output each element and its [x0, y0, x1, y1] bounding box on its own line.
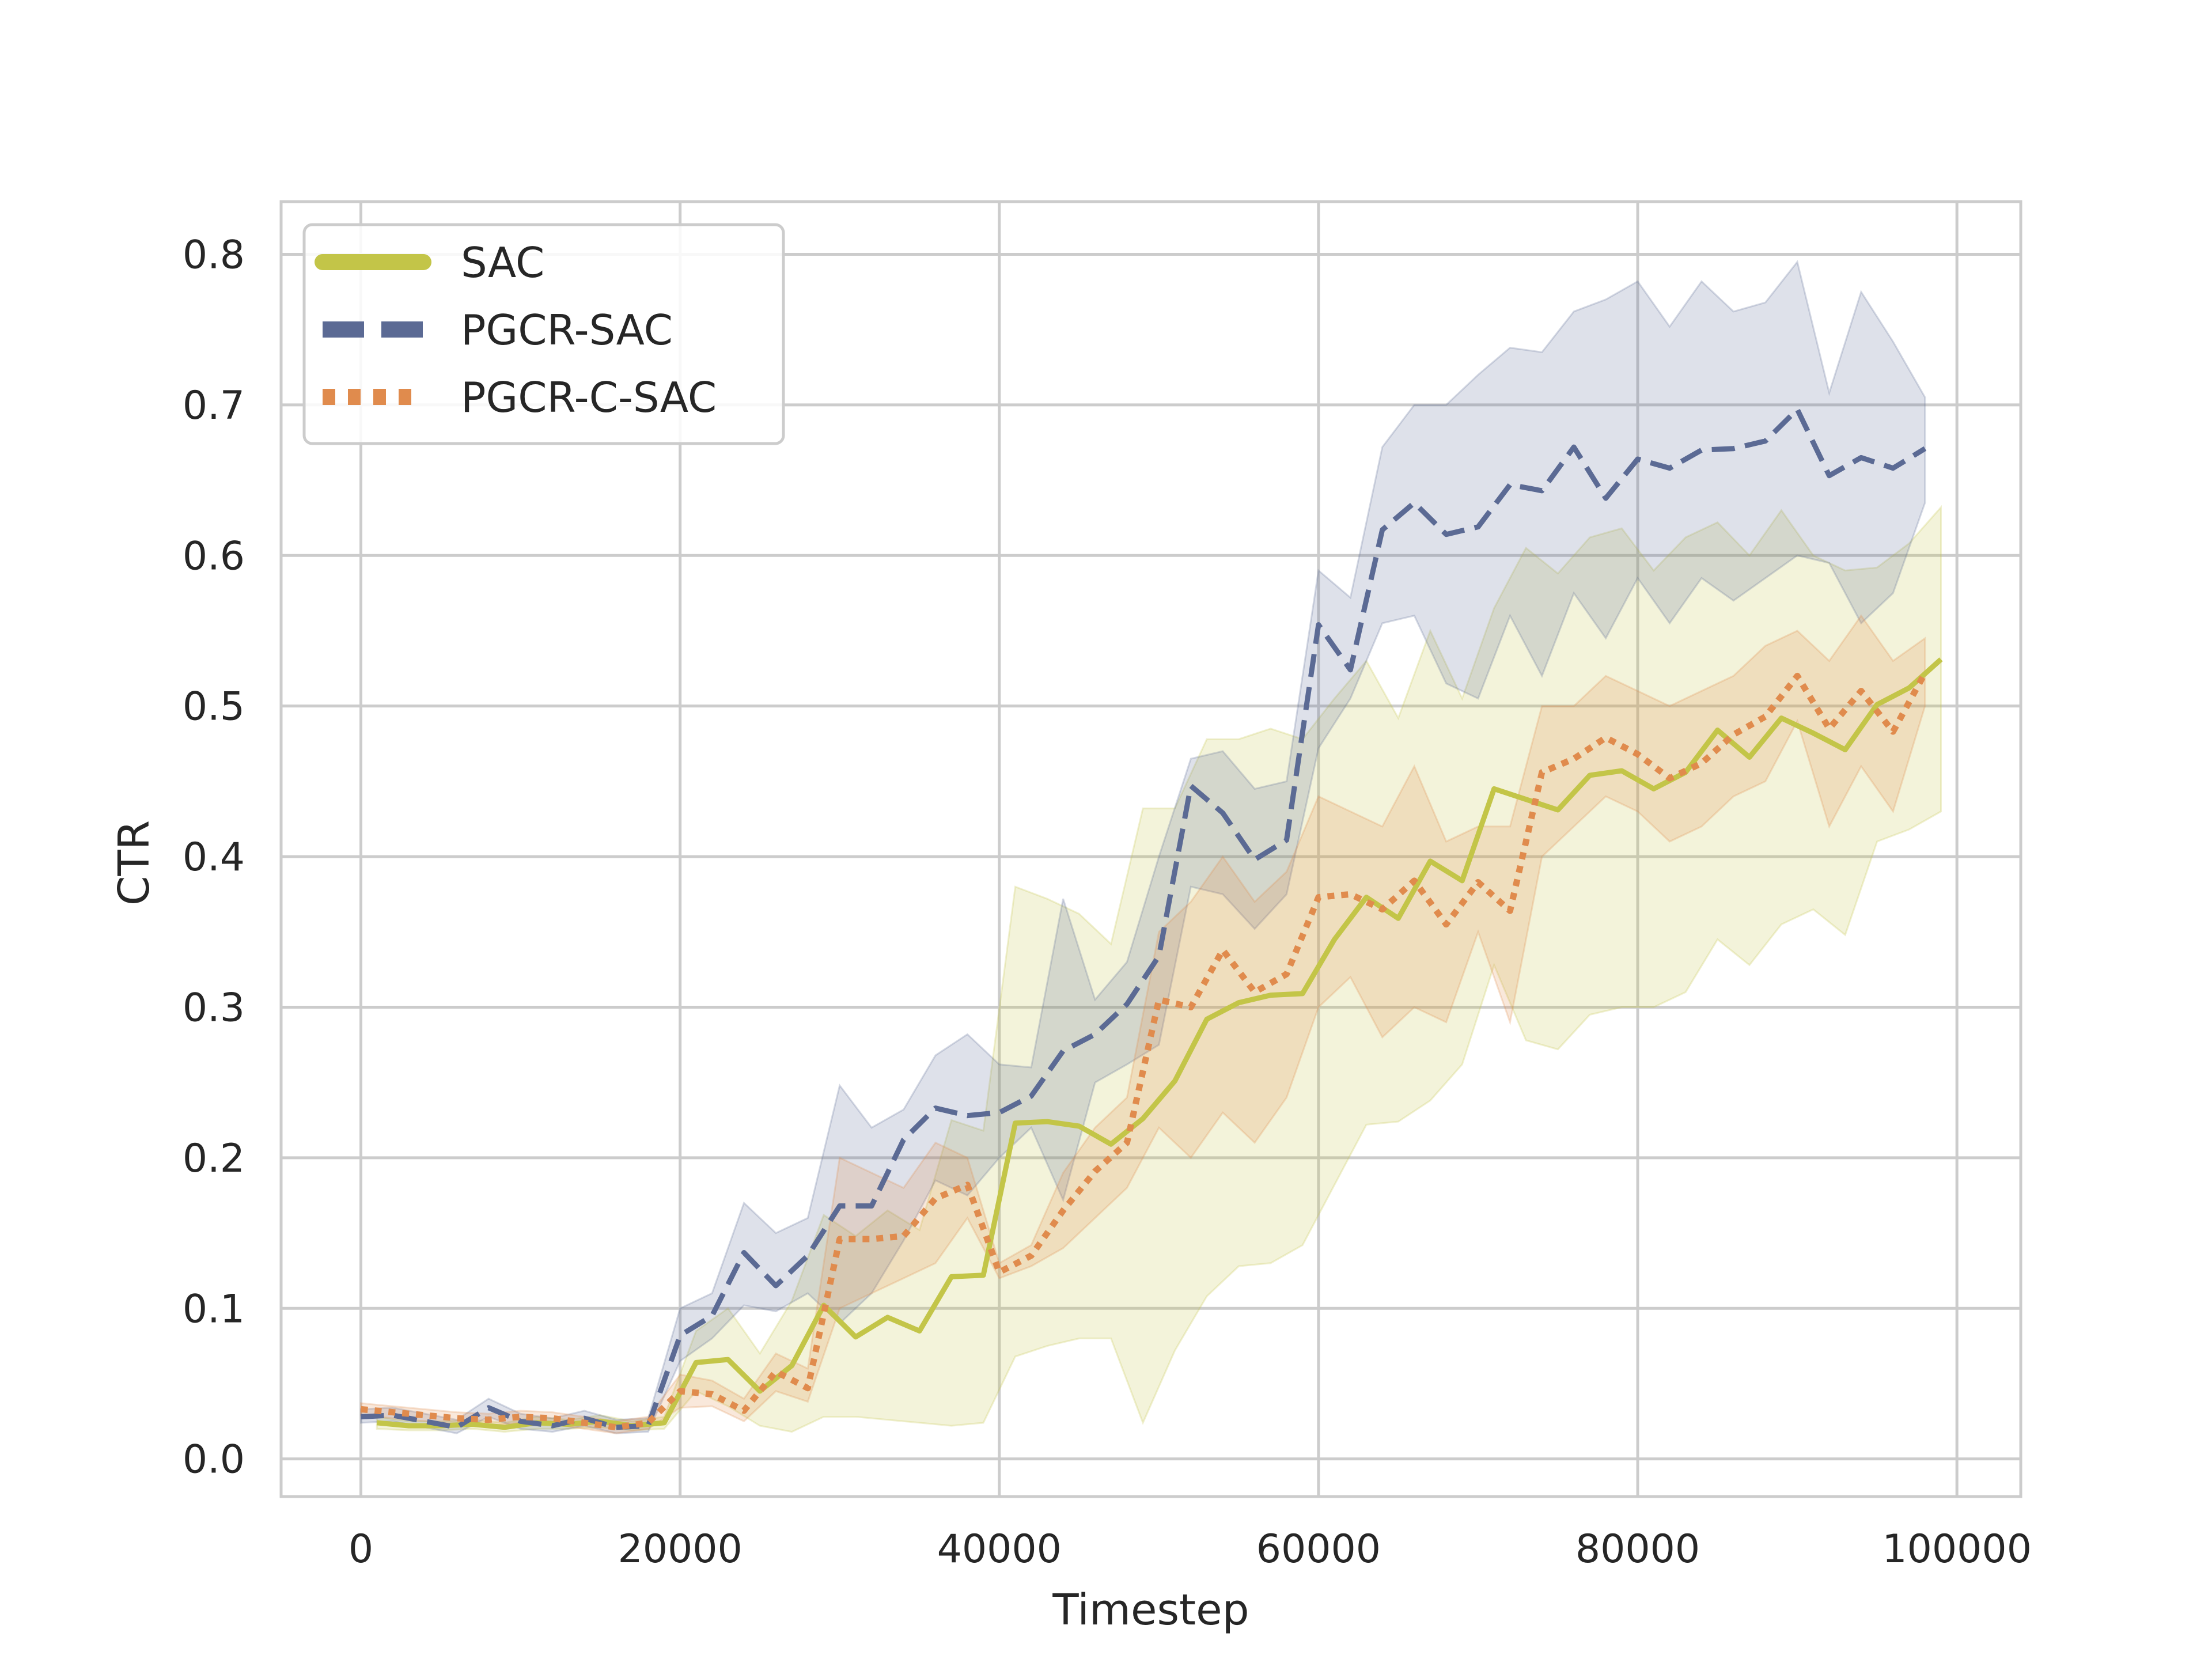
legend-label-sac: SAC	[461, 238, 544, 287]
plot-frame	[279, 200, 2022, 1498]
legend-label-pgcr-sac: PGCR-SAC	[461, 306, 673, 354]
pgcr-c-sac-band	[360, 614, 1926, 1434]
legend-box	[302, 223, 785, 445]
x-tick-label: 100000	[1882, 1527, 2032, 1572]
legend-label-pgcr-c-sac: PGCR-C-SAC	[461, 373, 717, 422]
series-lines	[360, 407, 1943, 1431]
sac-band	[376, 505, 1942, 1433]
y-tick-label: 0.2	[183, 1136, 245, 1181]
pgcr-sac-band	[360, 260, 1926, 1434]
x-tick-label: 60000	[1256, 1527, 1381, 1572]
y-axis-label: CTR	[109, 820, 159, 906]
y-tick-labels: 0.0 0.1 0.2 0.3 0.4 0.5 0.6 0.7 0.8	[183, 232, 245, 1482]
confidence-bands	[360, 260, 1942, 1434]
y-tick-label: 0.5	[183, 684, 245, 730]
x-tick-labels: 0 20000 40000 60000 80000 100000	[349, 1527, 2032, 1572]
x-axis-label: Timestep	[1052, 1585, 1249, 1635]
grid	[281, 202, 2021, 1497]
y-tick-label: 0.3	[183, 985, 245, 1031]
x-tick-label: 80000	[1575, 1527, 1700, 1572]
y-tick-label: 0.0	[183, 1437, 245, 1483]
y-tick-label: 0.7	[183, 383, 245, 429]
x-tick-label: 0	[349, 1527, 373, 1572]
y-tick-label: 0.8	[183, 232, 245, 278]
legend: SAC PGCR-SAC PGCR-C-SAC	[302, 223, 785, 445]
y-tick-label: 0.4	[183, 835, 245, 880]
x-tick-label: 40000	[937, 1527, 1062, 1572]
y-tick-label: 0.6	[183, 533, 245, 579]
pgcr-sac-line	[361, 407, 1927, 1430]
x-tick-label: 20000	[618, 1527, 742, 1572]
pgcr-c-sac-line	[360, 671, 1928, 1431]
y-tick-label: 0.1	[183, 1286, 245, 1332]
